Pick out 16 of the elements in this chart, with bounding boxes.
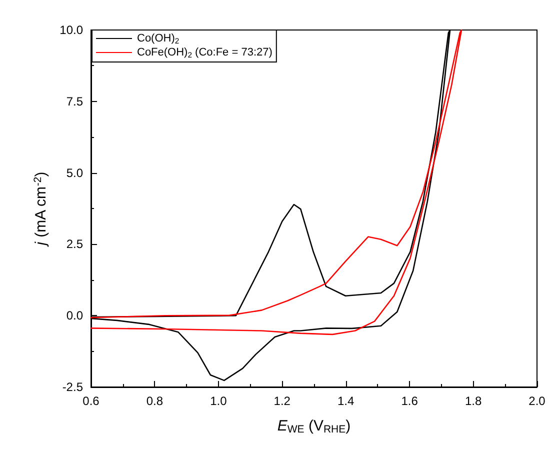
x-tick-label: 1.2 [274,394,291,408]
y-tick-label: 0.0 [66,308,84,323]
x-tick-label: 2.0 [528,394,546,408]
x-tick-label: 1.6 [401,394,418,408]
x-tick-label: 0.8 [146,394,164,408]
x-tick-label: 1.4 [338,394,355,408]
y-tick-label: 5.0 [66,166,84,180]
y-tick-label: 2.5 [66,237,84,252]
x-tick-label: 1.0 [210,394,228,408]
y-tick-label: 7.5 [66,94,84,108]
y-tick-label: -2.5 [62,380,84,394]
line-series [90,29,462,336]
x-tick-label: 0.6 [82,394,100,408]
y-tick-label: 10.0 [60,23,84,37]
x-tick-label: 1.8 [464,394,482,408]
y-axis-title: j (mA cm-2) [32,172,50,248]
